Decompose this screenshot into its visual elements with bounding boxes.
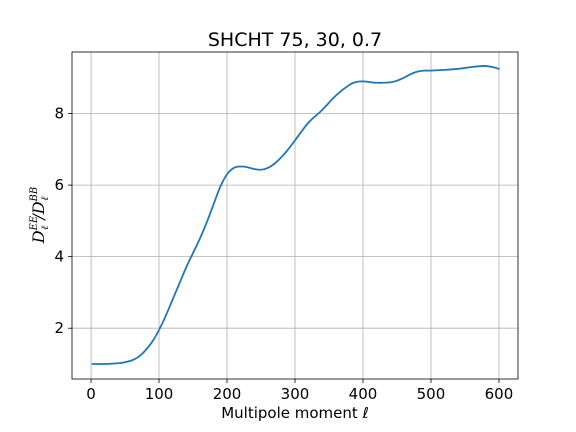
- x-ticks: 0 100 200 300 400 500 600: [86, 379, 513, 403]
- y-tick-label: 6: [54, 176, 64, 194]
- y-label-base-1: D: [29, 230, 48, 244]
- x-tick-label: 400: [349, 385, 378, 403]
- chart-title: SHCHT 75, 30, 0.7: [208, 29, 382, 51]
- y-label-sub-1: ℓ: [40, 226, 51, 230]
- y-axis-label: DEEℓ/DBBℓ: [29, 187, 51, 245]
- x-grid: [90, 52, 500, 379]
- y-tick-label: 4: [54, 248, 64, 266]
- y-label-sup-1: EE: [29, 215, 40, 231]
- x-tick-label: 600: [485, 385, 514, 403]
- y-tick-label: 2: [54, 319, 64, 337]
- x-axis-label: Multipole moment ℓ: [221, 404, 369, 422]
- x-tick-label: 100: [145, 385, 174, 403]
- y-label-sup-2: BB: [29, 187, 40, 203]
- x-tick-label: 300: [281, 385, 310, 403]
- x-tick-label: 500: [417, 385, 446, 403]
- x-tick-label: 0: [86, 385, 96, 403]
- y-tick-label: 8: [54, 105, 64, 123]
- y-label-base-2: D: [29, 201, 48, 215]
- y-label-slash: /: [29, 213, 48, 222]
- svg-text:DEEℓ/DBBℓ: DEEℓ/DBBℓ: [29, 187, 51, 245]
- series-group: [91, 65, 500, 365]
- y-ticks: 2 4 6 8: [54, 105, 72, 337]
- x-tick-label: 200: [213, 385, 242, 403]
- y-grid: [72, 113, 518, 329]
- y-label-sub-2: ℓ: [40, 197, 51, 201]
- series-line: [91, 65, 500, 365]
